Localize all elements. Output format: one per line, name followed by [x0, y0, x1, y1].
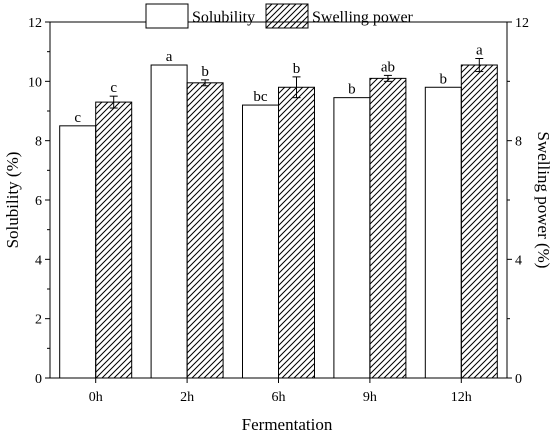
y-tick-label-left: 2 — [35, 313, 42, 328]
x-tick-label: 12h — [451, 390, 472, 405]
y-tick-label-right: 0 — [515, 372, 522, 387]
bar-solubility — [59, 125, 97, 379]
bar-swelling-power — [186, 82, 224, 379]
legend-label-solubility: Solubility — [192, 9, 255, 26]
y-tick-label-right: 4 — [515, 253, 522, 268]
y-axis-title-right: Swelling power (%) — [534, 132, 550, 269]
significance-label: b — [293, 61, 301, 77]
significance-label: b — [348, 82, 356, 98]
y-tick-label-left: 0 — [35, 372, 42, 387]
significance-label: c — [110, 80, 117, 96]
legend-label-swelling-power: Swelling power — [312, 9, 414, 26]
y-tick-label-left: 4 — [35, 253, 42, 268]
legend-swatch-solubility — [145, 3, 189, 29]
y-tick-label-left: 6 — [35, 194, 42, 209]
significance-label: bc — [253, 89, 268, 105]
significance-label: c — [74, 110, 81, 126]
x-tick-label: 2h — [180, 390, 194, 405]
significance-label: a — [166, 49, 173, 65]
significance-label: b — [440, 71, 448, 87]
bar-solubility — [333, 97, 371, 379]
y-tick-label-right: 8 — [515, 135, 522, 150]
bar-solubility — [242, 104, 279, 379]
y-tick-label-left: 12 — [28, 16, 42, 31]
legend-swatch-swelling-power — [265, 3, 309, 29]
bar-solubility — [150, 64, 188, 379]
x-tick-label: 0h — [89, 390, 103, 405]
x-tick-label: 6h — [272, 390, 286, 405]
bar-swelling-power — [278, 86, 315, 379]
bar-swelling-power — [95, 101, 133, 379]
x-axis-title: Fermentation — [242, 415, 333, 434]
y-tick-label-left: 8 — [35, 135, 42, 150]
bar-swelling-power — [369, 77, 407, 379]
legend: Solubility Swelling power — [145, 3, 414, 29]
y-tick-label-left: 10 — [28, 75, 42, 90]
significance-label: ab — [381, 59, 395, 75]
y-tick-label-right: 12 — [515, 16, 529, 31]
x-tick-label: 9h — [363, 390, 377, 405]
bar-solubility — [424, 86, 462, 379]
significance-label: a — [476, 42, 483, 58]
bar-swelling-power — [460, 64, 498, 379]
y-axis-title-left: Solubility (%) — [3, 152, 22, 249]
significance-label: b — [201, 64, 209, 80]
